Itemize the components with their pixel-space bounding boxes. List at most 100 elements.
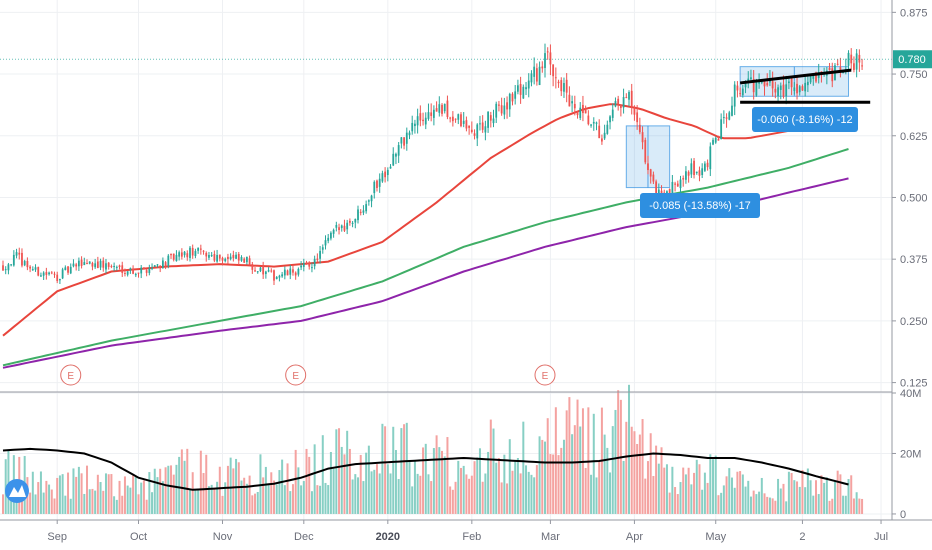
candle-body xyxy=(617,98,620,105)
candle-body xyxy=(348,220,351,223)
candle-body xyxy=(275,277,278,279)
measure-labels: -0.085 (-13.58%) -17 -0.060 (-8.16%) -12 xyxy=(640,107,858,218)
candle-body xyxy=(156,264,159,266)
time-tick-label: Jul xyxy=(874,531,888,543)
candle-body xyxy=(305,263,308,265)
volume-bar xyxy=(188,489,191,514)
candle-body xyxy=(86,262,88,264)
volume-bar xyxy=(375,464,378,514)
candle-body xyxy=(703,163,706,171)
volume-bar xyxy=(511,470,514,514)
volume-bar xyxy=(782,483,785,514)
volume-bar xyxy=(749,496,752,514)
measure-label: -0.060 (-8.16%) -12 xyxy=(757,114,852,126)
candle-body xyxy=(229,256,232,260)
volume-bar xyxy=(535,465,538,514)
volume-bar xyxy=(796,481,799,514)
candle-body xyxy=(237,253,240,261)
candle-body xyxy=(470,129,473,132)
volume-bar xyxy=(270,472,273,514)
candle-body xyxy=(191,247,194,256)
volume-bar xyxy=(164,467,167,514)
volume-bar xyxy=(432,448,435,514)
candle-body xyxy=(853,63,855,70)
candle-body xyxy=(300,265,302,268)
candle-body xyxy=(403,137,405,146)
volume-bar xyxy=(728,468,731,514)
candle-body xyxy=(744,81,747,88)
volume-bar xyxy=(655,445,658,514)
volume-bar xyxy=(785,501,788,514)
volume-bar xyxy=(506,483,509,514)
candle-body xyxy=(828,67,831,70)
candle-body xyxy=(343,225,346,231)
candle-body xyxy=(335,225,338,228)
candle-body xyxy=(592,121,595,124)
candle-body xyxy=(273,270,275,281)
candle-body xyxy=(443,103,446,112)
candle-body xyxy=(210,255,213,257)
volume-bar xyxy=(286,463,289,514)
volume-bar xyxy=(487,451,490,514)
candle-body xyxy=(850,54,853,64)
volume-bar xyxy=(503,454,506,514)
volume-bar xyxy=(213,488,216,514)
candle-body xyxy=(221,257,224,261)
volume-bar xyxy=(755,494,758,514)
volume-bar xyxy=(329,451,332,514)
volume-bar xyxy=(468,478,471,514)
volume-bar xyxy=(321,435,324,514)
time-tick-label: 2 xyxy=(799,531,805,543)
candle-body xyxy=(340,225,343,229)
volume-bar xyxy=(115,499,118,514)
volume-bar xyxy=(665,464,668,514)
candle-body xyxy=(205,252,208,257)
volume-bar xyxy=(72,468,75,514)
candle-body xyxy=(267,270,270,272)
measure-label-box xyxy=(640,193,760,218)
volume-bar xyxy=(714,455,717,514)
candle-body xyxy=(194,251,197,256)
volume-bar xyxy=(633,431,636,514)
volume-bar xyxy=(186,448,189,514)
tradingview-logo-icon[interactable] xyxy=(5,479,29,503)
volume-bar xyxy=(232,468,235,514)
candle-body xyxy=(579,107,582,118)
candle-body xyxy=(614,101,617,107)
volume-bar xyxy=(476,457,479,514)
volume-bar xyxy=(790,473,793,514)
candle-body xyxy=(560,80,563,92)
volume-bar xyxy=(99,482,102,514)
candle-body xyxy=(576,111,579,116)
candle-body xyxy=(199,248,202,250)
volume-bar xyxy=(340,446,343,514)
candle-body xyxy=(61,269,64,279)
volume-bar xyxy=(516,458,519,514)
candle-body xyxy=(530,73,533,83)
candle-body xyxy=(202,250,205,252)
candle-body xyxy=(777,87,779,97)
candle-body xyxy=(546,51,549,53)
trendline-drawings[interactable] xyxy=(0,58,892,104)
earnings-event-label: E xyxy=(292,371,299,382)
chart-grid xyxy=(0,0,892,520)
candle-body xyxy=(506,102,508,110)
volume-bar xyxy=(768,497,771,514)
candle-body xyxy=(351,222,354,224)
volume-bar xyxy=(525,465,528,514)
volume-bar xyxy=(747,480,750,514)
candle-body xyxy=(598,125,601,139)
volume-bar xyxy=(354,474,357,514)
volume-bar xyxy=(45,480,48,514)
resistance-trendline xyxy=(739,68,852,85)
candle-body xyxy=(462,120,465,124)
candle-body xyxy=(508,93,511,110)
candle-body xyxy=(430,112,433,116)
volume-average-line xyxy=(2,447,849,491)
volume-tick-label: 20M xyxy=(900,448,921,460)
volume-bar xyxy=(609,472,612,514)
volume-pane xyxy=(2,384,864,514)
candle-body xyxy=(330,232,332,239)
